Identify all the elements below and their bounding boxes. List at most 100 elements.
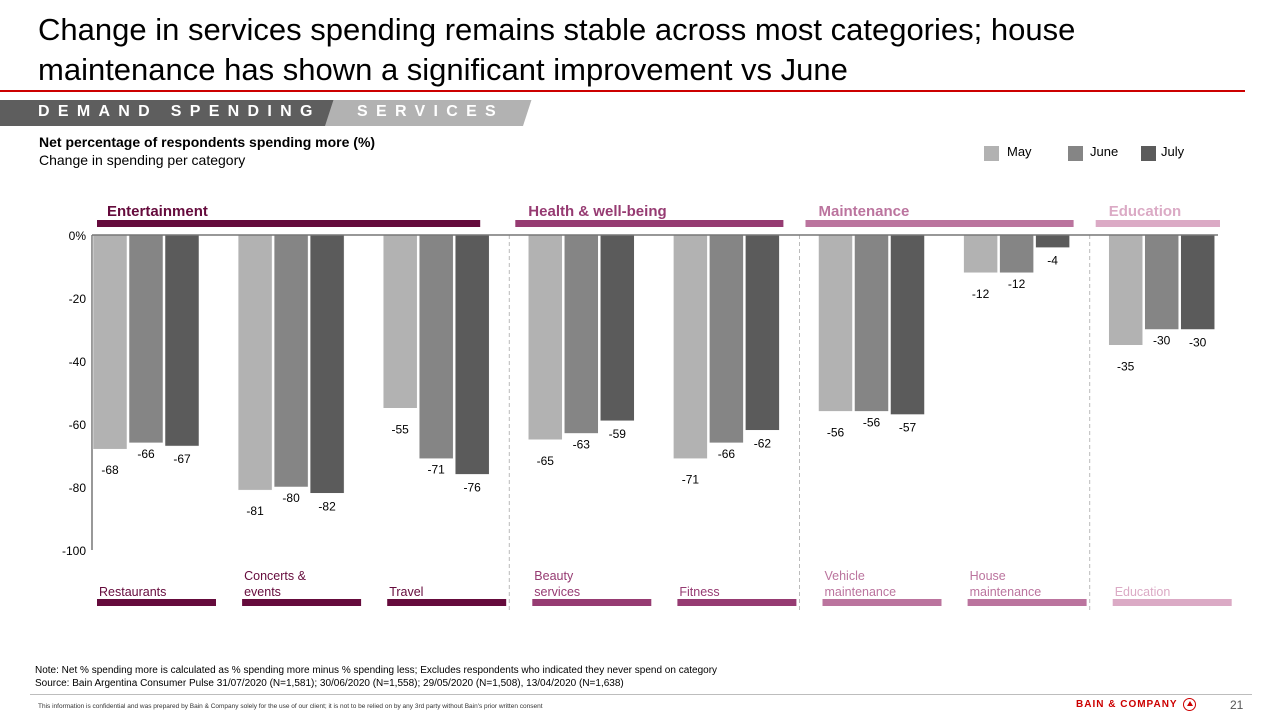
tracker-secondary-label: SERVICES xyxy=(357,103,505,120)
bar-july xyxy=(745,234,780,431)
bar-june xyxy=(418,234,454,459)
bar-july xyxy=(890,234,925,415)
legend-label-may: May xyxy=(1007,144,1032,159)
y-tick-label: -80 xyxy=(69,481,87,495)
chart-title: Net percentage of respondents spending m… xyxy=(39,134,376,150)
data-label: -66 xyxy=(137,447,155,461)
footnote: Note: Net % spending more is calculated … xyxy=(35,664,717,690)
group-header-bar xyxy=(515,220,784,227)
bar-july xyxy=(1035,234,1070,248)
category-label: services xyxy=(534,585,580,599)
tracker-primary-label: DEMAND SPENDING xyxy=(38,103,321,120)
bar-june xyxy=(564,234,599,434)
group-header-label: Maintenance xyxy=(819,203,910,220)
category-label: events xyxy=(244,585,281,599)
data-label: -35 xyxy=(1117,359,1135,373)
bar-june xyxy=(128,234,164,444)
data-label: -55 xyxy=(392,422,410,436)
bar-july xyxy=(1180,234,1215,330)
brand-logo-icon xyxy=(1183,698,1196,711)
group-header-label: Entertainment xyxy=(107,203,208,220)
bar-may xyxy=(963,234,998,274)
category-underline xyxy=(387,599,507,606)
data-label: -30 xyxy=(1189,336,1207,350)
data-label: -57 xyxy=(899,421,917,435)
category-label: Restaurants xyxy=(99,585,166,599)
bar-may xyxy=(382,234,418,409)
bar-may xyxy=(237,234,273,491)
data-label: -59 xyxy=(609,427,627,441)
legend-swatch-june xyxy=(1068,146,1083,161)
legend-swatch-may xyxy=(984,146,999,161)
legend-swatch-july xyxy=(1141,146,1156,161)
data-label: -65 xyxy=(537,454,555,468)
y-tick-label: -40 xyxy=(69,355,87,369)
tracker-primary-bg xyxy=(0,100,325,126)
data-label: -12 xyxy=(972,287,990,301)
group-header-label: Education xyxy=(1109,203,1182,220)
category-label: maintenance xyxy=(825,585,897,599)
data-label: -56 xyxy=(863,415,881,429)
page-number: 21 xyxy=(1230,698,1244,712)
y-tick-label: -100 xyxy=(62,544,86,558)
group-header-bar xyxy=(97,220,481,227)
chart-subtitle: Change in spending per category xyxy=(39,152,246,168)
category-underline xyxy=(242,599,362,606)
category-underline xyxy=(677,599,797,606)
category-label: maintenance xyxy=(970,585,1042,599)
category-label: Vehicle xyxy=(825,569,865,583)
data-label: -68 xyxy=(101,463,119,477)
data-label: -67 xyxy=(173,452,191,466)
data-label: -56 xyxy=(827,425,845,439)
bar-june xyxy=(1144,234,1179,330)
data-label: -63 xyxy=(573,437,591,451)
category-label: Travel xyxy=(389,585,423,599)
bar-july xyxy=(309,234,345,494)
category-underline xyxy=(97,599,216,606)
data-label: -30 xyxy=(1153,334,1171,348)
category-underline xyxy=(532,599,652,606)
confidentiality-notice: This information is confidential and was… xyxy=(38,703,543,710)
category-label: Education xyxy=(1115,585,1171,599)
bar-june xyxy=(999,234,1034,274)
footnote-note: Note: Net % spending more is calculated … xyxy=(35,665,718,676)
data-label: -76 xyxy=(464,480,482,494)
data-label: -80 xyxy=(282,491,300,505)
data-label: -71 xyxy=(682,473,700,487)
legend-label-june: June xyxy=(1090,144,1119,159)
bar-june xyxy=(709,234,744,444)
bar-may xyxy=(818,234,853,412)
group-header-bar xyxy=(1095,220,1220,227)
y-tick-label: 0% xyxy=(69,229,87,243)
category-label: Fitness xyxy=(679,585,719,599)
category-underline xyxy=(1112,599,1232,606)
data-label: -81 xyxy=(246,504,264,518)
category-underline xyxy=(822,599,942,606)
group-header-label: Health & well-being xyxy=(528,203,666,220)
group-header-bar xyxy=(805,220,1074,227)
bar-july xyxy=(164,234,200,447)
brand-logo-text: BAIN & COMPANY xyxy=(1076,699,1178,710)
footnote-source: Source: Bain Argentina Consumer Pulse 31… xyxy=(35,678,624,689)
data-label: -62 xyxy=(754,436,772,450)
data-label: -82 xyxy=(318,499,336,513)
category-underline xyxy=(967,599,1087,606)
category-label: House xyxy=(970,569,1006,583)
category-label: Beauty xyxy=(534,569,574,583)
data-label: -66 xyxy=(718,447,736,461)
category-label: Concerts & xyxy=(244,569,306,583)
bar-may xyxy=(528,234,563,440)
legend-label-july: July xyxy=(1161,144,1185,159)
slide-title: Change in services spending remains stab… xyxy=(38,12,1076,87)
data-label: -12 xyxy=(1008,277,1026,291)
bar-july xyxy=(454,234,490,475)
y-tick-label: -60 xyxy=(69,418,87,432)
bar-june xyxy=(273,234,309,488)
bar-june xyxy=(854,234,889,412)
title-divider xyxy=(0,90,1245,92)
bar-may xyxy=(92,234,128,450)
bar-july xyxy=(600,234,635,422)
data-label: -71 xyxy=(428,463,446,477)
footer-divider xyxy=(30,694,1252,695)
